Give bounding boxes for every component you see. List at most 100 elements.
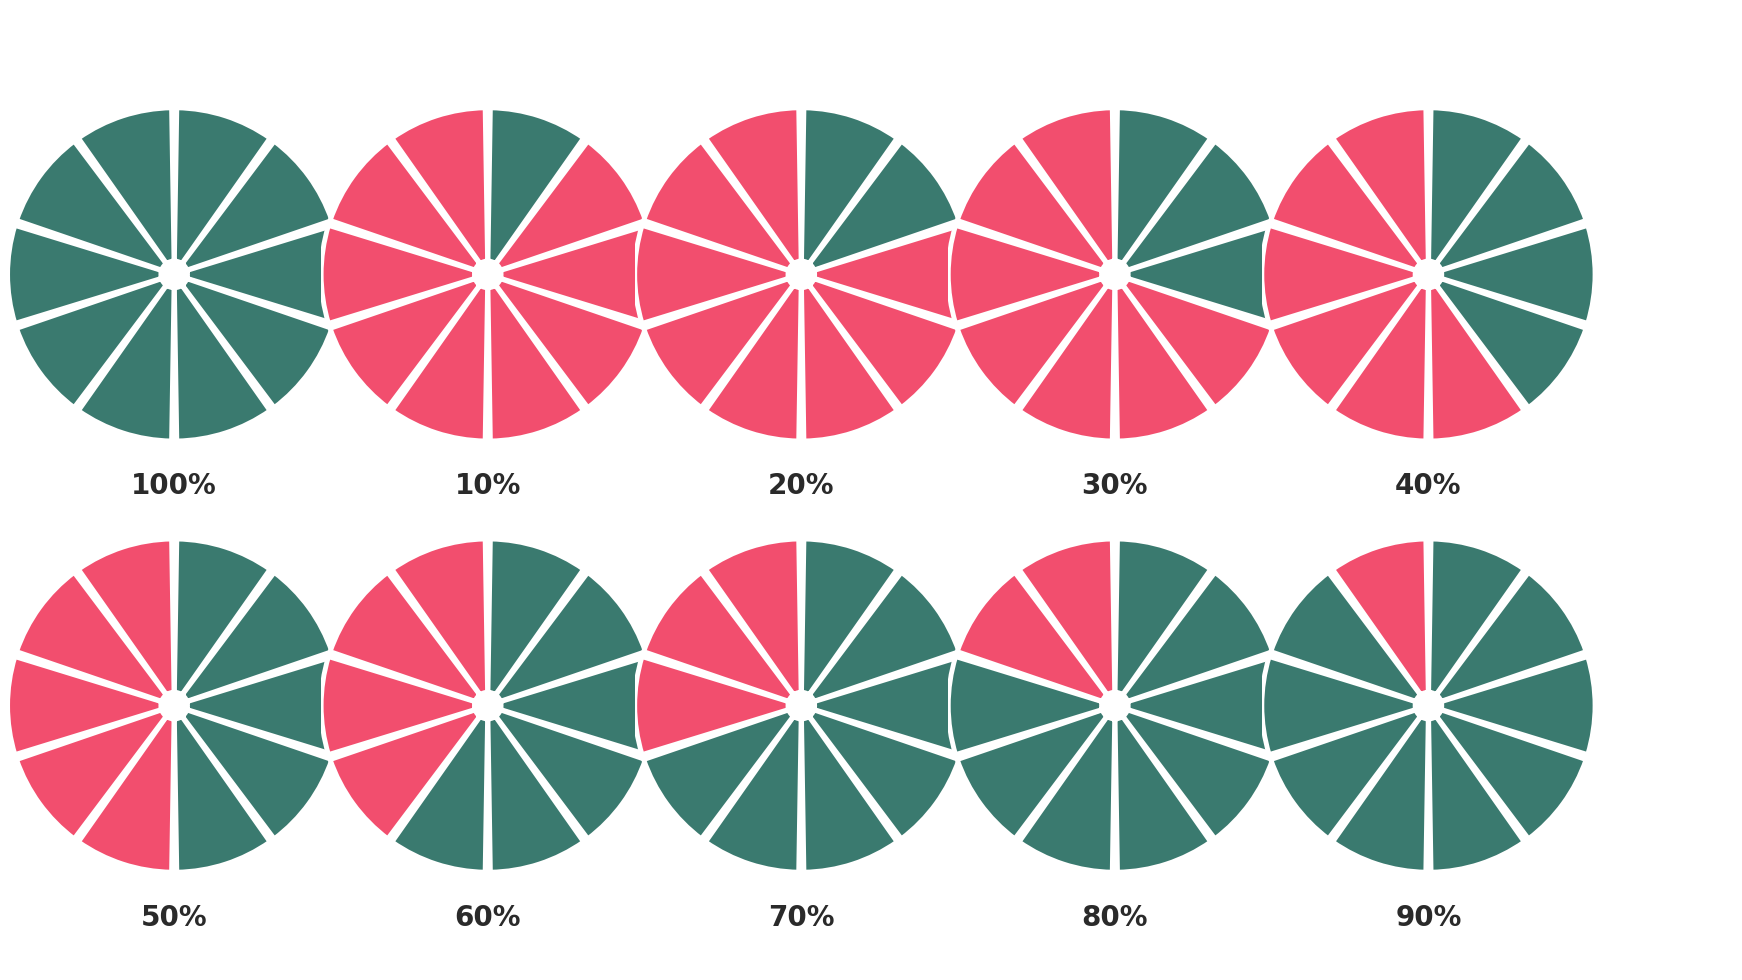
Text: 80%: 80% <box>1082 904 1148 932</box>
Wedge shape <box>488 716 584 872</box>
Wedge shape <box>186 657 341 755</box>
Text: 30%: 30% <box>1082 472 1148 501</box>
Wedge shape <box>496 278 645 408</box>
Wedge shape <box>706 539 801 695</box>
Wedge shape <box>174 539 270 695</box>
Wedge shape <box>331 278 479 408</box>
Wedge shape <box>1333 716 1428 872</box>
Wedge shape <box>496 710 645 839</box>
Wedge shape <box>1115 285 1211 441</box>
Wedge shape <box>1437 710 1585 839</box>
Wedge shape <box>1019 108 1115 264</box>
Wedge shape <box>1124 710 1272 839</box>
Wedge shape <box>7 225 162 323</box>
Wedge shape <box>958 572 1106 702</box>
Wedge shape <box>331 141 479 270</box>
Wedge shape <box>1441 225 1596 323</box>
Wedge shape <box>1115 108 1211 264</box>
Wedge shape <box>331 572 479 702</box>
Wedge shape <box>1124 141 1272 270</box>
Wedge shape <box>496 141 645 270</box>
Text: 20%: 20% <box>768 472 834 501</box>
Wedge shape <box>1428 108 1524 264</box>
Wedge shape <box>496 572 645 702</box>
Wedge shape <box>78 716 174 872</box>
Wedge shape <box>488 285 584 441</box>
Wedge shape <box>958 710 1106 839</box>
Text: 50%: 50% <box>141 904 207 932</box>
Wedge shape <box>331 710 479 839</box>
Wedge shape <box>183 141 331 270</box>
Wedge shape <box>801 539 897 695</box>
Wedge shape <box>958 278 1106 408</box>
Wedge shape <box>1428 539 1524 695</box>
Wedge shape <box>321 657 476 755</box>
Wedge shape <box>392 716 488 872</box>
Wedge shape <box>706 285 801 441</box>
Wedge shape <box>948 657 1103 755</box>
Wedge shape <box>814 657 969 755</box>
Text: 60%: 60% <box>455 904 521 932</box>
Wedge shape <box>634 657 789 755</box>
Wedge shape <box>1124 572 1272 702</box>
Wedge shape <box>948 225 1103 323</box>
Wedge shape <box>1272 710 1420 839</box>
Wedge shape <box>392 285 488 441</box>
Wedge shape <box>183 710 331 839</box>
Wedge shape <box>1019 716 1115 872</box>
Wedge shape <box>1124 278 1272 408</box>
Wedge shape <box>1428 716 1524 872</box>
Wedge shape <box>1115 539 1211 695</box>
Wedge shape <box>810 278 958 408</box>
Wedge shape <box>183 572 331 702</box>
Wedge shape <box>958 141 1106 270</box>
Wedge shape <box>174 716 270 872</box>
Wedge shape <box>321 225 476 323</box>
Wedge shape <box>1333 108 1428 264</box>
Wedge shape <box>706 716 801 872</box>
Wedge shape <box>392 539 488 695</box>
Wedge shape <box>645 278 793 408</box>
Wedge shape <box>1019 285 1115 441</box>
Text: 10%: 10% <box>455 472 521 501</box>
Wedge shape <box>810 141 958 270</box>
Wedge shape <box>500 657 655 755</box>
Wedge shape <box>1127 225 1282 323</box>
Wedge shape <box>488 108 584 264</box>
Wedge shape <box>1272 141 1420 270</box>
Wedge shape <box>801 285 897 441</box>
Wedge shape <box>7 657 162 755</box>
Wedge shape <box>1441 657 1596 755</box>
Wedge shape <box>1115 716 1211 872</box>
Wedge shape <box>78 539 174 695</box>
Wedge shape <box>500 225 655 323</box>
Wedge shape <box>645 141 793 270</box>
Wedge shape <box>1437 278 1585 408</box>
Wedge shape <box>1272 572 1420 702</box>
Wedge shape <box>1127 657 1282 755</box>
Wedge shape <box>1261 657 1416 755</box>
Text: 70%: 70% <box>768 904 834 932</box>
Wedge shape <box>1333 539 1428 695</box>
Wedge shape <box>1272 278 1420 408</box>
Wedge shape <box>801 716 897 872</box>
Wedge shape <box>1333 285 1428 441</box>
Wedge shape <box>645 710 793 839</box>
Wedge shape <box>1437 572 1585 702</box>
Wedge shape <box>1437 141 1585 270</box>
Wedge shape <box>78 285 174 441</box>
Wedge shape <box>706 108 801 264</box>
Wedge shape <box>814 225 969 323</box>
Wedge shape <box>810 572 958 702</box>
Wedge shape <box>810 710 958 839</box>
Wedge shape <box>174 285 270 441</box>
Wedge shape <box>488 539 584 695</box>
Text: 90%: 90% <box>1395 904 1462 932</box>
Wedge shape <box>645 572 793 702</box>
Wedge shape <box>183 278 331 408</box>
Wedge shape <box>17 141 165 270</box>
Wedge shape <box>1019 539 1115 695</box>
Text: 40%: 40% <box>1395 472 1462 501</box>
Text: 100%: 100% <box>131 472 218 501</box>
Wedge shape <box>634 225 789 323</box>
